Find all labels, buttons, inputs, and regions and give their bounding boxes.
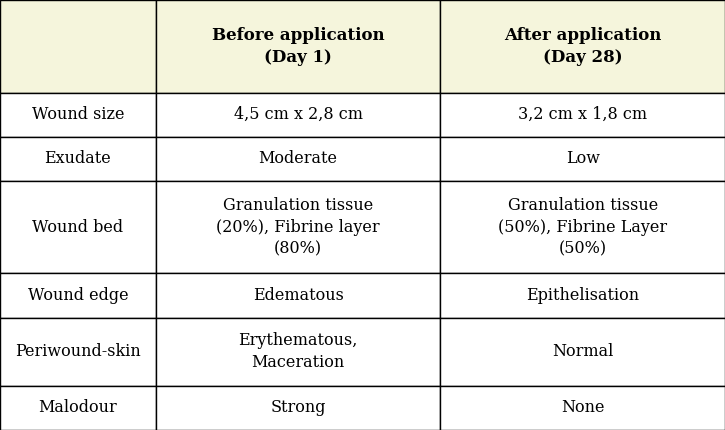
Bar bbox=[441, 273, 725, 317]
Text: Epithelisation: Epithelisation bbox=[526, 287, 639, 304]
Bar bbox=[156, 92, 441, 137]
Text: Wound bed: Wound bed bbox=[33, 218, 123, 236]
Bar bbox=[0, 137, 156, 181]
Text: None: None bbox=[561, 399, 605, 416]
Text: Granulation tissue
(20%), Fibrine layer
(80%): Granulation tissue (20%), Fibrine layer … bbox=[216, 197, 380, 257]
Text: 4,5 cm x 2,8 cm: 4,5 cm x 2,8 cm bbox=[233, 106, 362, 123]
Text: Moderate: Moderate bbox=[259, 150, 338, 167]
Text: Edematous: Edematous bbox=[253, 287, 344, 304]
Bar bbox=[0, 0, 156, 92]
Bar bbox=[441, 181, 725, 273]
Bar bbox=[441, 92, 725, 137]
Bar bbox=[156, 273, 441, 317]
Text: Wound size: Wound size bbox=[32, 106, 124, 123]
Bar bbox=[441, 317, 725, 386]
Bar bbox=[441, 137, 725, 181]
Bar bbox=[441, 386, 725, 430]
Text: Granulation tissue
(50%), Fibrine Layer
(50%): Granulation tissue (50%), Fibrine Layer … bbox=[498, 197, 667, 257]
Bar bbox=[156, 386, 441, 430]
Text: Wound edge: Wound edge bbox=[28, 287, 128, 304]
Bar bbox=[0, 92, 156, 137]
Text: Before application
(Day 1): Before application (Day 1) bbox=[212, 27, 384, 66]
Bar bbox=[156, 0, 441, 92]
Text: Periwound-skin: Periwound-skin bbox=[15, 343, 141, 360]
Bar bbox=[0, 386, 156, 430]
Text: Low: Low bbox=[566, 150, 600, 167]
Text: Normal: Normal bbox=[552, 343, 613, 360]
Bar bbox=[0, 181, 156, 273]
Text: Strong: Strong bbox=[270, 399, 326, 416]
Bar bbox=[0, 317, 156, 386]
Bar bbox=[156, 181, 441, 273]
Bar bbox=[156, 137, 441, 181]
Text: After application
(Day 28): After application (Day 28) bbox=[504, 27, 661, 66]
Text: Erythematous,
Maceration: Erythematous, Maceration bbox=[239, 332, 358, 371]
Bar bbox=[441, 0, 725, 92]
Bar bbox=[0, 273, 156, 317]
Text: Exudate: Exudate bbox=[44, 150, 112, 167]
Text: Malodour: Malodour bbox=[38, 399, 117, 416]
Text: 3,2 cm x 1,8 cm: 3,2 cm x 1,8 cm bbox=[518, 106, 647, 123]
Bar bbox=[156, 317, 441, 386]
